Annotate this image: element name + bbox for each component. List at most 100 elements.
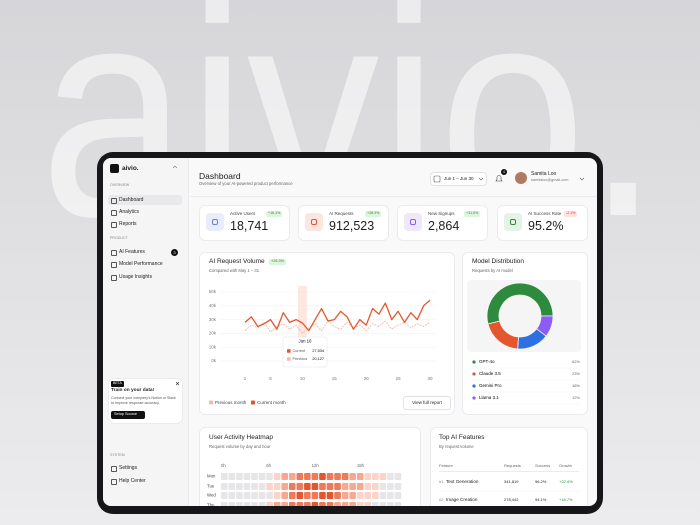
legend-dot bbox=[472, 372, 476, 376]
promo-text[interactable]: Connect your company's Notion or Slack t… bbox=[111, 396, 176, 405]
heat-cell bbox=[228, 502, 236, 506]
heat-cell bbox=[258, 483, 266, 490]
heat-cell bbox=[236, 473, 243, 480]
table-cell: 278,442 bbox=[504, 497, 519, 502]
nav-item[interactable]: Analytics bbox=[119, 208, 140, 215]
heat-cell bbox=[311, 492, 319, 499]
heat-cell bbox=[288, 483, 296, 490]
legend-label: Gemini Pro bbox=[479, 383, 502, 388]
heat-cell bbox=[236, 483, 243, 490]
stat-change: +31.6% bbox=[464, 211, 481, 217]
stat-change: +16.1% bbox=[266, 211, 283, 217]
model-title: Model Distribution bbox=[472, 258, 525, 265]
page-subtitle: Overview of your AI-powered product perf… bbox=[199, 181, 293, 186]
features-subtitle: By request volume bbox=[439, 444, 474, 449]
tooltip-date: Jun 10 bbox=[299, 339, 313, 344]
notification-badge[interactable]: 4 bbox=[501, 169, 507, 175]
header-divider bbox=[190, 196, 597, 197]
calendar-icon bbox=[433, 175, 441, 183]
nav-item[interactable]: Settings bbox=[119, 464, 138, 471]
heat-cell bbox=[281, 492, 288, 499]
day-label: Tue bbox=[207, 484, 215, 489]
promo-button[interactable]: Setup Source bbox=[111, 411, 146, 419]
tooltip-swatch bbox=[287, 357, 291, 361]
heat-cell bbox=[372, 483, 379, 490]
column-header: Success bbox=[535, 463, 550, 468]
heat-cell bbox=[288, 492, 296, 499]
heat-cell bbox=[379, 502, 387, 506]
legend-dot bbox=[472, 396, 476, 400]
table-cell: 96.2% bbox=[535, 479, 547, 484]
hover-band bbox=[297, 286, 307, 367]
heat-cell bbox=[311, 483, 319, 490]
hour-label: 0h bbox=[221, 463, 226, 468]
heat-cell bbox=[349, 502, 356, 506]
heat-cell bbox=[251, 492, 258, 499]
nav-item[interactable]: AI Features bbox=[119, 248, 145, 255]
nav-icon bbox=[111, 197, 117, 204]
heat-cell bbox=[379, 492, 387, 499]
stat-value: 2,864 bbox=[428, 219, 460, 233]
heat-cell bbox=[288, 473, 296, 480]
y-tick-label: 20k bbox=[209, 331, 217, 336]
nav-item[interactable]: Help Center bbox=[119, 477, 146, 484]
user-name[interactable]: Samita Loo bbox=[531, 171, 557, 177]
model-subtitle: Requests by AI model bbox=[472, 268, 513, 273]
donut-segment bbox=[486, 282, 554, 325]
heat-cell bbox=[349, 473, 356, 480]
heat-cell bbox=[334, 473, 341, 480]
heat-cell bbox=[319, 483, 326, 490]
heat-cell bbox=[356, 483, 364, 490]
heat-cell bbox=[296, 473, 304, 480]
stat-icon-glyph bbox=[510, 219, 516, 225]
x-tick-label: 15 bbox=[332, 376, 338, 381]
stat-icon bbox=[206, 213, 224, 231]
tooltip-swatch bbox=[287, 349, 291, 353]
user-chevron[interactable] bbox=[579, 177, 585, 181]
heat-cell bbox=[296, 492, 304, 499]
heat-cell bbox=[349, 492, 356, 499]
heat-cell bbox=[364, 483, 372, 490]
promo-close[interactable] bbox=[175, 381, 180, 386]
heat-cell bbox=[372, 492, 379, 499]
stat-change: +38.3% bbox=[365, 211, 382, 217]
y-tick-label: 40k bbox=[209, 303, 217, 308]
bell-icon[interactable] bbox=[495, 175, 503, 182]
legend-value: 62% bbox=[572, 359, 580, 364]
heat-cell bbox=[311, 473, 319, 480]
heat-cell bbox=[266, 483, 273, 490]
stat-label: Active Users bbox=[230, 211, 256, 216]
heat-cell bbox=[319, 473, 326, 480]
hour-label: 12h bbox=[312, 463, 320, 468]
nav-item[interactable]: Usage Insights bbox=[119, 273, 153, 280]
nav-item[interactable]: Model Performance bbox=[119, 260, 163, 267]
legend-value: 18% bbox=[572, 383, 580, 388]
heat-cell bbox=[326, 492, 334, 499]
heat-cell bbox=[258, 473, 266, 480]
heat-cell bbox=[356, 473, 364, 480]
heat-cell bbox=[341, 473, 349, 480]
heatmap-title: User Activity Heatmap bbox=[209, 434, 273, 441]
heat-cell bbox=[236, 502, 243, 506]
date-range[interactable]: Jun 1 – Jun 30 bbox=[444, 176, 474, 181]
avatar[interactable] bbox=[515, 172, 527, 184]
heat-cell bbox=[243, 502, 251, 506]
day-label: Mon bbox=[207, 474, 216, 479]
heat-cell bbox=[243, 483, 251, 490]
features-divider bbox=[439, 471, 579, 472]
date-picker[interactable] bbox=[430, 172, 487, 186]
legend-label: Current month bbox=[257, 400, 286, 405]
stat-label: AI Success Rate bbox=[528, 211, 562, 216]
heat-cell bbox=[221, 473, 228, 480]
nav-icon bbox=[111, 261, 117, 268]
nav-icon bbox=[111, 221, 117, 228]
nav-item[interactable]: Dashboard bbox=[119, 196, 144, 203]
stat-value: 95.2% bbox=[528, 219, 564, 233]
date-chevron[interactable] bbox=[478, 177, 484, 181]
heat-cell bbox=[296, 483, 304, 490]
heat-cell bbox=[387, 492, 394, 499]
brand-chevron[interactable] bbox=[172, 165, 178, 169]
nav-item[interactable]: Reports bbox=[119, 220, 137, 227]
heat-cell bbox=[251, 483, 258, 490]
report-button[interactable]: View full report bbox=[403, 396, 451, 410]
